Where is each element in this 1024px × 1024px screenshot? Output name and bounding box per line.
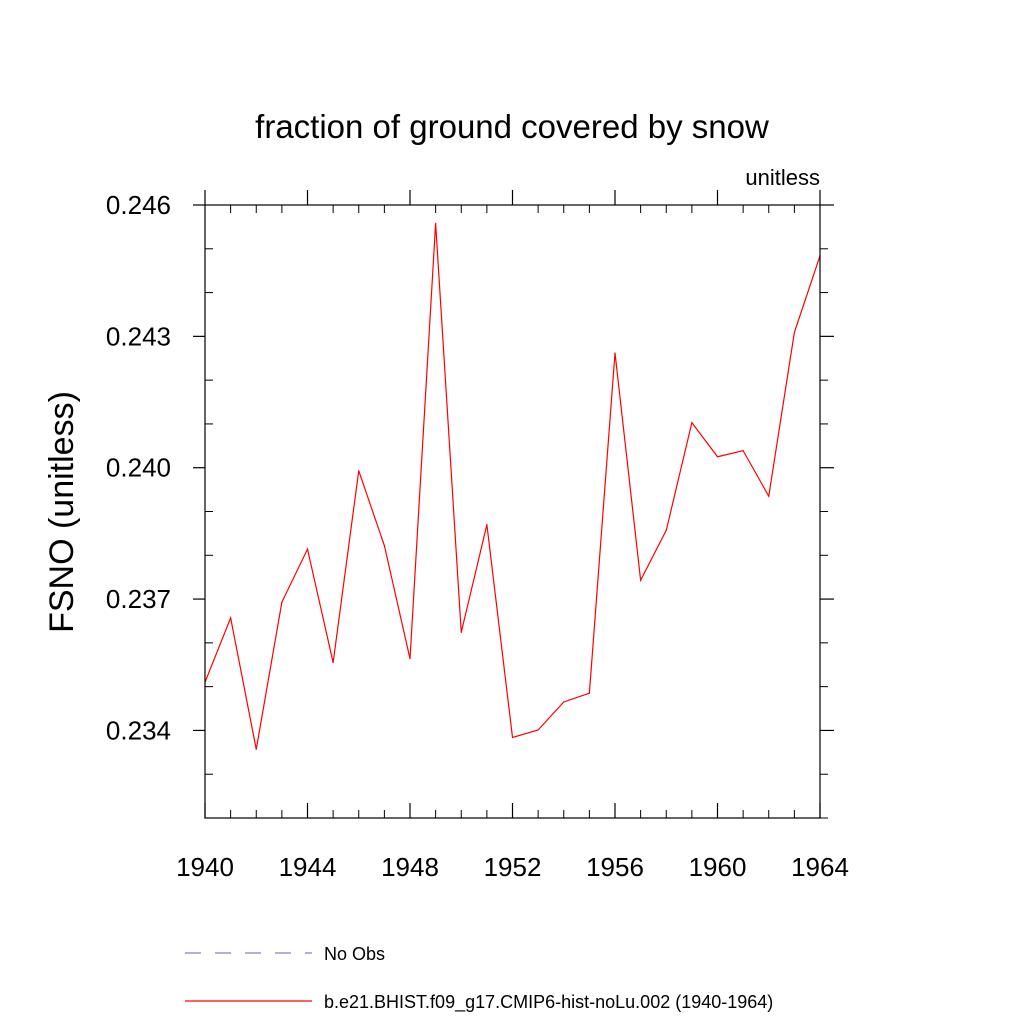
x-tick-label: 1964	[791, 852, 849, 882]
data-point	[640, 579, 642, 581]
legend-label-model: b.e21.BHIST.f09_g17.CMIP6-hist-noLu.002 …	[324, 992, 773, 1013]
data-point	[614, 352, 616, 354]
data-point	[768, 495, 770, 497]
series-line	[204, 223, 821, 750]
data-point	[230, 617, 232, 619]
data-point	[255, 748, 257, 750]
y-axis-label: FSNO (unitless)	[43, 391, 81, 633]
x-tick-label: 1944	[279, 852, 337, 882]
y-tick-label: 0.243	[106, 321, 171, 351]
x-tick-label: 1952	[484, 852, 542, 882]
data-point	[588, 692, 590, 694]
data-point	[358, 470, 360, 472]
data-point	[742, 450, 744, 452]
y-tick-label: 0.246	[106, 190, 171, 220]
data-point	[563, 701, 565, 703]
data-point	[665, 529, 667, 531]
data-point	[793, 331, 795, 334]
data-point	[691, 422, 693, 424]
major-ticks	[193, 190, 834, 818]
data-point	[281, 601, 283, 603]
data-point	[537, 729, 539, 731]
y-tick-label: 0.237	[106, 584, 171, 614]
x-tick-label: 1948	[381, 852, 439, 882]
data-point	[486, 524, 488, 526]
data-point	[332, 661, 334, 664]
legend: No Obs b.e21.BHIST.f09_g17.CMIP6-hist-no…	[185, 944, 773, 1013]
y-tick-label: 0.234	[106, 715, 171, 745]
x-tick-labels: 1940 1944 1948 1952 1956 1960 1964	[176, 852, 849, 882]
x-tick-label: 1960	[689, 852, 747, 882]
data-point	[306, 548, 309, 550]
y-tick-labels: 0.234 0.237 0.240 0.243 0.246	[106, 190, 171, 745]
x-tick-label: 1940	[176, 852, 234, 882]
plot-frame	[204, 204, 821, 819]
minor-ticks	[205, 205, 828, 819]
legend-label-no-obs: No Obs	[324, 944, 385, 964]
chart-title: fraction of ground covered by snow	[255, 108, 769, 145]
data-point	[383, 545, 385, 547]
data-point	[409, 658, 411, 660]
data-point	[716, 456, 719, 458]
series-layer	[204, 222, 821, 750]
y-tick-label: 0.240	[106, 453, 171, 483]
data-point	[460, 631, 462, 633]
units-label: unitless	[745, 165, 820, 190]
x-tick-label: 1956	[586, 852, 644, 882]
data-point	[511, 736, 514, 739]
data-point	[435, 222, 437, 224]
